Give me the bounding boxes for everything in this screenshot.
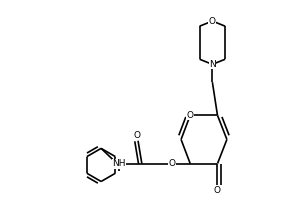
Text: NH: NH bbox=[112, 159, 126, 168]
Text: O: O bbox=[133, 131, 140, 140]
Text: O: O bbox=[187, 111, 194, 120]
Text: O: O bbox=[214, 186, 221, 195]
Text: N: N bbox=[209, 60, 216, 69]
Text: O: O bbox=[209, 17, 216, 26]
Text: O: O bbox=[168, 159, 175, 168]
